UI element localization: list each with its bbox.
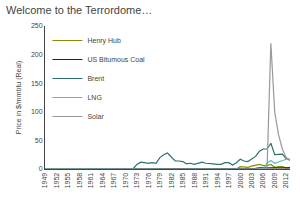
- svg-text:50: 50: [35, 137, 43, 144]
- svg-text:1973: 1973: [133, 173, 140, 189]
- svg-text:200: 200: [31, 51, 43, 58]
- svg-text:Welcome to the Terrordome…: Welcome to the Terrordome…: [6, 4, 152, 16]
- svg-text:Solar: Solar: [87, 113, 104, 120]
- svg-text:2009: 2009: [271, 173, 278, 189]
- svg-text:US Bitumous Coal: US Bitumous Coal: [87, 56, 145, 63]
- svg-text:1976: 1976: [145, 173, 152, 189]
- svg-text:Brent: Brent: [87, 75, 104, 82]
- svg-text:Henry Hub: Henry Hub: [87, 37, 121, 45]
- svg-text:2000: 2000: [237, 173, 244, 189]
- svg-text:1982: 1982: [168, 173, 175, 189]
- svg-text:1964: 1964: [99, 173, 106, 189]
- svg-text:1958: 1958: [76, 173, 83, 189]
- svg-text:1991: 1991: [202, 173, 209, 189]
- svg-text:1994: 1994: [214, 173, 221, 189]
- svg-text:Price in $/mmbtu (Real): Price in $/mmbtu (Real): [15, 61, 23, 135]
- svg-text:1949: 1949: [41, 173, 48, 189]
- svg-text:2006: 2006: [259, 173, 266, 189]
- svg-text:250: 250: [31, 22, 43, 29]
- svg-text:1997: 1997: [225, 173, 232, 189]
- svg-text:1961: 1961: [87, 173, 94, 189]
- svg-text:2003: 2003: [248, 173, 255, 189]
- svg-text:2012: 2012: [282, 173, 289, 189]
- svg-text:0: 0: [39, 165, 43, 172]
- svg-text:1952: 1952: [53, 173, 60, 189]
- svg-text:1955: 1955: [64, 173, 71, 189]
- svg-text:1967: 1967: [110, 173, 117, 189]
- svg-text:100: 100: [31, 108, 43, 115]
- svg-text:150: 150: [31, 80, 43, 87]
- svg-text:LNG: LNG: [87, 94, 101, 101]
- svg-text:1979: 1979: [156, 173, 163, 189]
- svg-text:1970: 1970: [122, 173, 129, 189]
- svg-text:1985: 1985: [179, 173, 186, 189]
- svg-text:1988: 1988: [191, 173, 198, 189]
